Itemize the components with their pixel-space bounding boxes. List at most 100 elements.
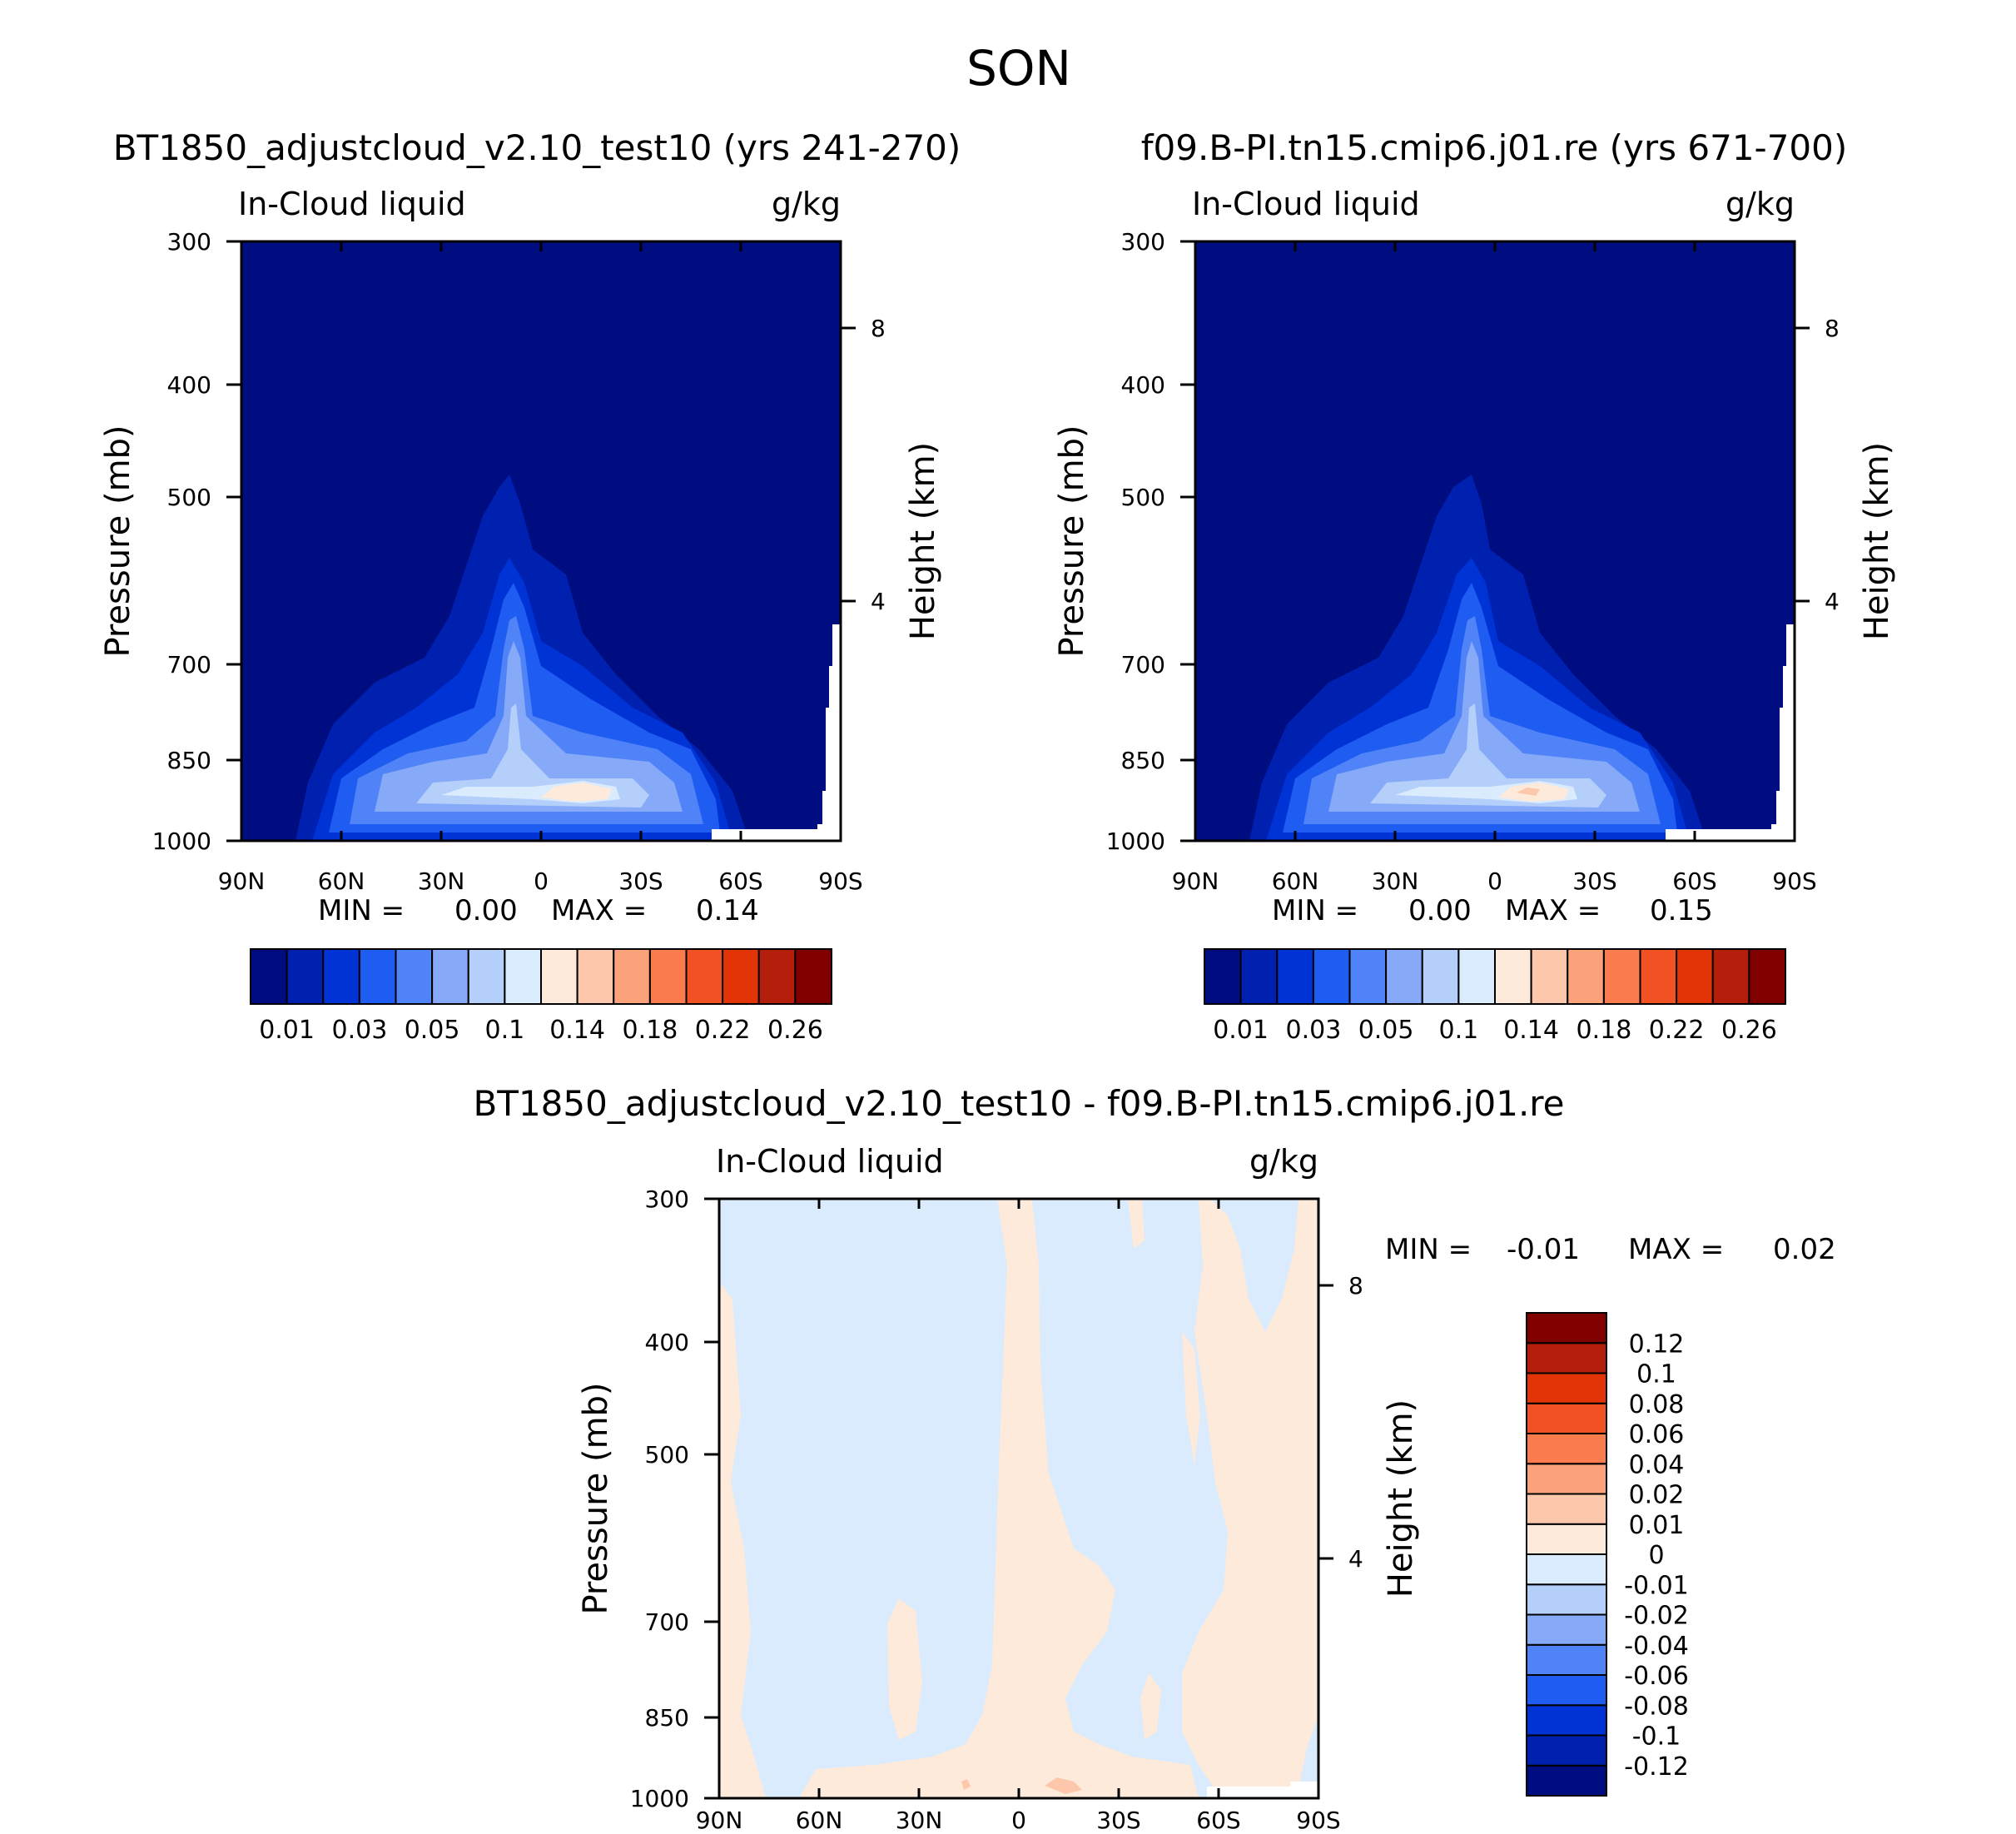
colorbar-label: -0.08 [1624,1692,1689,1721]
x-tick-label: 90S [818,867,862,895]
colorbar-swatch [358,948,397,1005]
colorbar-label: 0.04 [1629,1450,1685,1479]
colorbar-label: 0.18 [1577,1016,1632,1045]
colorbar-swatch [1526,1643,1607,1676]
y-tick-label: 300 [1121,228,1165,256]
panel-diff: BT1850_adjustcloud_v2.10_test10 - f09.B-… [473,1083,1835,1834]
colorbar-swatch [286,948,325,1005]
y-tick-labels: 300 400 500 700 850 1000 [630,1185,689,1812]
y-tick-label: 850 [167,747,211,774]
x-tick-label: 60S [1196,1807,1240,1834]
colorbar [1526,1312,1607,1797]
colorbar-swatch [1602,948,1641,1005]
colorbar-label: 0.26 [1721,1016,1777,1045]
colorbar-swatch [250,948,288,1005]
colorbar-swatch [1526,1312,1607,1344]
axis-ticks [226,240,856,842]
colorbar [1204,948,1786,1005]
y-tick-label: 500 [167,484,211,511]
colorbar-label: 0.14 [549,1016,605,1045]
colorbar-swatch [431,948,469,1005]
y-tick-label: 300 [645,1185,689,1213]
colorbar-label: 0.05 [405,1016,460,1045]
panel-title: BT1850_adjustcloud_v2.10_test10 (yrs 241… [113,127,961,168]
stats: MIN = -0.01 MAX = 0.02 [1385,1233,1836,1266]
colorbar-label: -0.06 [1624,1662,1689,1691]
max-value: 0.15 [1650,894,1713,927]
x-tick-label: 0 [534,867,549,895]
x-tick-label: 30S [1572,867,1616,895]
colorbar-swatch [1421,948,1460,1005]
y2-axis-title: Height (km) [1382,1399,1420,1598]
stats: MIN = 0.00 MAX = 0.14 [318,894,759,927]
colorbar-swatch [1526,1463,1607,1495]
colorbar-label: -0.01 [1624,1571,1689,1600]
y-tick-label: 500 [645,1441,689,1469]
colorbar-swatch [1312,948,1351,1005]
colorbar-labels: -0.12 -0.1 -0.08 -0.06 -0.04 -0.02 -0.01… [1624,1330,1689,1782]
contour-field [1195,241,1795,841]
colorbar-label: 0 [1648,1541,1664,1570]
axis-ticks [704,1197,1333,1800]
y-tick-labels: 300 400 500 700 850 1000 [152,228,211,855]
x-tick-label: 0 [1487,867,1502,895]
colorbar-label: 0.02 [1629,1481,1685,1510]
variable-label: In-Cloud liquid [238,186,466,222]
colorbar-label: -0.12 [1624,1752,1689,1782]
max-label: MAX = [551,894,647,927]
x-tick-label: 30S [1096,1807,1140,1834]
colorbar-swatch [1526,1493,1607,1525]
colorbar-swatch [648,948,688,1005]
colorbar-swatch [1348,948,1388,1005]
colorbar-swatch [613,948,651,1005]
y-axis-title: Pressure (mb) [577,1382,615,1614]
colorbar-label: 0.03 [1286,1016,1342,1045]
colorbar-label: 0.1 [1636,1360,1676,1389]
colorbar-swatch [540,948,578,1005]
x-tick-label: 60N [318,867,365,895]
colorbar-label: 0.01 [1629,1511,1685,1540]
stats: MIN = 0.00 MAX = 0.15 [1272,894,1713,927]
colorbar-swatch [1676,948,1714,1005]
x-tick-labels: 90N 60N 30N 0 30S 60S 90S [218,867,863,895]
y2-tick-label: 8 [1348,1272,1363,1300]
colorbar-label: 0.08 [1629,1390,1685,1419]
min-label: MIN = [318,894,405,927]
units-label: g/kg [1726,186,1795,222]
min-value: -0.01 [1507,1233,1580,1266]
colorbar-label: -0.02 [1624,1602,1689,1631]
colorbar-swatch [1494,948,1532,1005]
y-tick-label: 850 [645,1704,689,1732]
colorbar-swatch [1748,948,1786,1005]
colorbar-swatch [395,948,434,1005]
colorbar-swatch [722,948,760,1005]
colorbar-label: 0.05 [1358,1016,1414,1045]
colorbar-swatch [1526,1764,1607,1797]
colorbar-swatch [757,948,797,1005]
x-tick-label: 60N [1272,867,1319,895]
variable-label: In-Cloud liquid [1192,186,1420,222]
x-tick-label: 60S [1672,867,1716,895]
colorbar-label: 0.14 [1503,1016,1559,1045]
colorbar-swatch [504,948,542,1005]
y2-tick-label: 8 [1825,315,1840,342]
axis-ticks [1180,240,1810,842]
max-label: MAX = [1505,894,1601,927]
colorbar-swatch [1639,948,1678,1005]
colorbar-swatch [1526,1674,1607,1707]
y-tick-label: 700 [645,1608,689,1636]
colorbar-label: -0.04 [1624,1632,1689,1661]
panel-test: BT1850_adjustcloud_v2.10_test10 (yrs 241… [99,127,961,1045]
colorbar-swatch [1711,948,1750,1005]
x-tick-label: 90N [696,1807,743,1834]
colorbar-swatch [1204,948,1242,1005]
min-label: MIN = [1385,1233,1472,1266]
colorbar-swatch [1526,1734,1607,1767]
colorbar-swatch [467,948,506,1005]
colorbar-swatch [1276,948,1314,1005]
colorbar-swatch [1457,948,1496,1005]
colorbar-label: 0.1 [485,1016,525,1045]
colorbar-label: 0.01 [1213,1016,1269,1045]
y-axis-title: Pressure (mb) [1053,425,1091,657]
